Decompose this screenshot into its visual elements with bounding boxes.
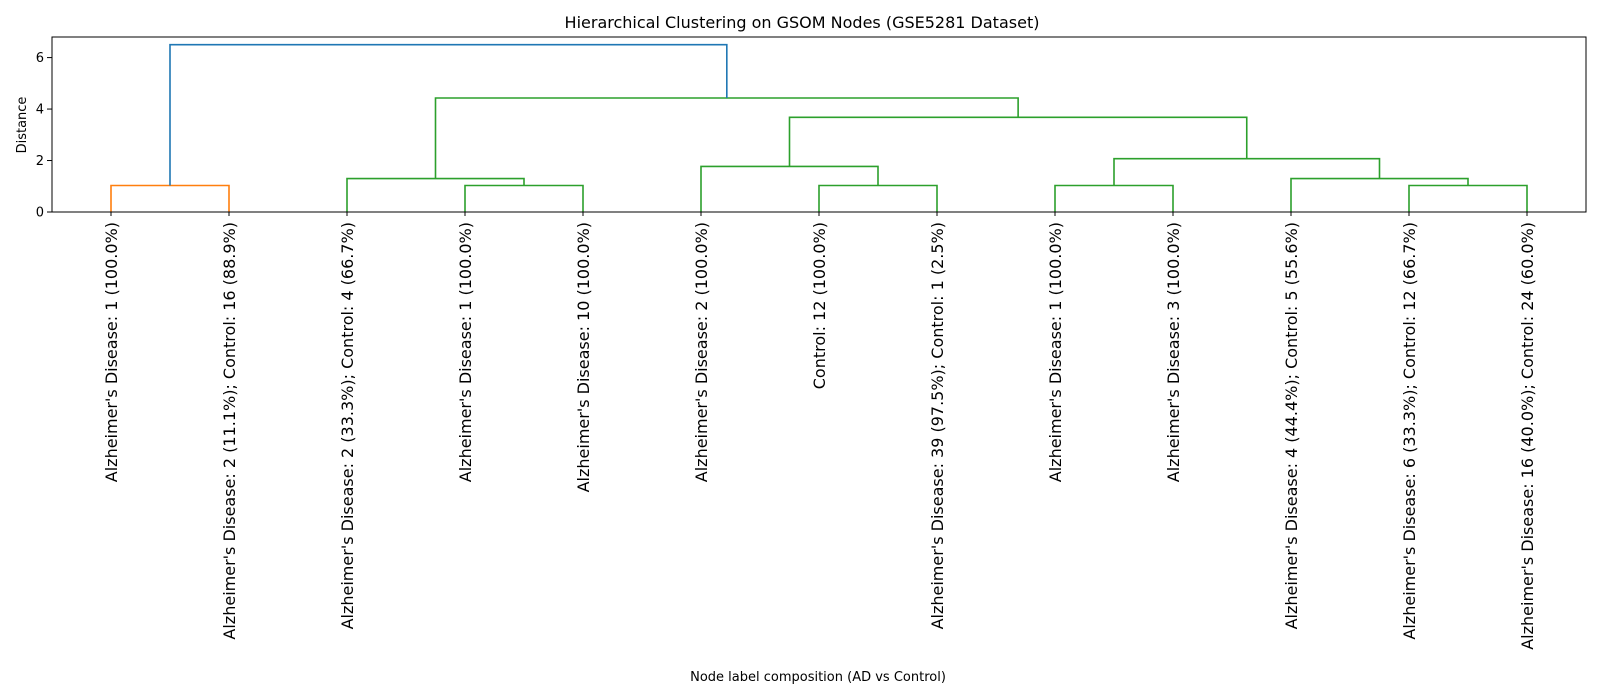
dendrogram-link-8 — [1290, 177, 1469, 212]
leaf-label-7: Control: 12 (100.0%) — [810, 222, 829, 389]
leaf-label-1: Alzheimer's Disease: 1 (100.0%) — [102, 222, 121, 482]
dendrogram-link-12 — [169, 43, 728, 186]
leaf-label-12: Alzheimer's Disease: 6 (33.3%); Control:… — [1400, 222, 1419, 640]
leaf-label-9: Alzheimer's Disease: 1 (100.0%) — [1046, 222, 1065, 482]
dendrogram-links — [110, 43, 1528, 212]
leaf-labels: Alzheimer's Disease: 1 (100.0%) Alzheimer… — [102, 212, 1537, 650]
leaf-label-3: Alzheimer's Disease: 2 (33.3%); Control:… — [338, 222, 357, 629]
dendrogram-link-9 — [1113, 157, 1381, 186]
y-tick-label: 2 — [36, 154, 44, 169]
dendrogram-link-5 — [700, 165, 879, 212]
y-axis-ticks: 0 2 4 6 — [36, 51, 52, 221]
leaf-label-5: Alzheimer's Disease: 10 (100.0%) — [574, 222, 593, 492]
leaf-label-2: Alzheimer's Disease: 2 (11.1%); Control:… — [220, 222, 239, 640]
leaf-label-11: Alzheimer's Disease: 4 (44.4%); Control:… — [1282, 222, 1301, 629]
dendrogram-link-6 — [1054, 184, 1174, 212]
leaf-label-10: Alzheimer's Disease: 3 (100.0%) — [1164, 222, 1183, 482]
y-tick-label: 6 — [36, 51, 44, 66]
leaf-label-8: Alzheimer's Disease: 39 (97.5%); Control… — [928, 222, 947, 629]
leaf-label-6: Alzheimer's Disease: 2 (100.0%) — [692, 222, 711, 482]
leaf-label-13: Alzheimer's Disease: 16 (40.0%); Control… — [1518, 222, 1537, 650]
dendrogram-link-2 — [464, 184, 584, 212]
x-axis-label: Node label composition (AD vs Control) — [690, 670, 946, 685]
dendrogram-link-4 — [818, 184, 938, 212]
dendrogram-link-1 — [110, 184, 230, 212]
chart-title: Hierarchical Clustering on GSOM Nodes (G… — [565, 13, 1040, 32]
y-tick-label: 0 — [36, 206, 44, 221]
dendrogram-link-3 — [346, 177, 525, 212]
y-tick-label: 4 — [36, 103, 44, 118]
y-axis-label: Distance — [15, 97, 30, 154]
dendrogram-link-7 — [1408, 184, 1528, 212]
leaf-label-4: Alzheimer's Disease: 1 (100.0%) — [456, 222, 475, 482]
